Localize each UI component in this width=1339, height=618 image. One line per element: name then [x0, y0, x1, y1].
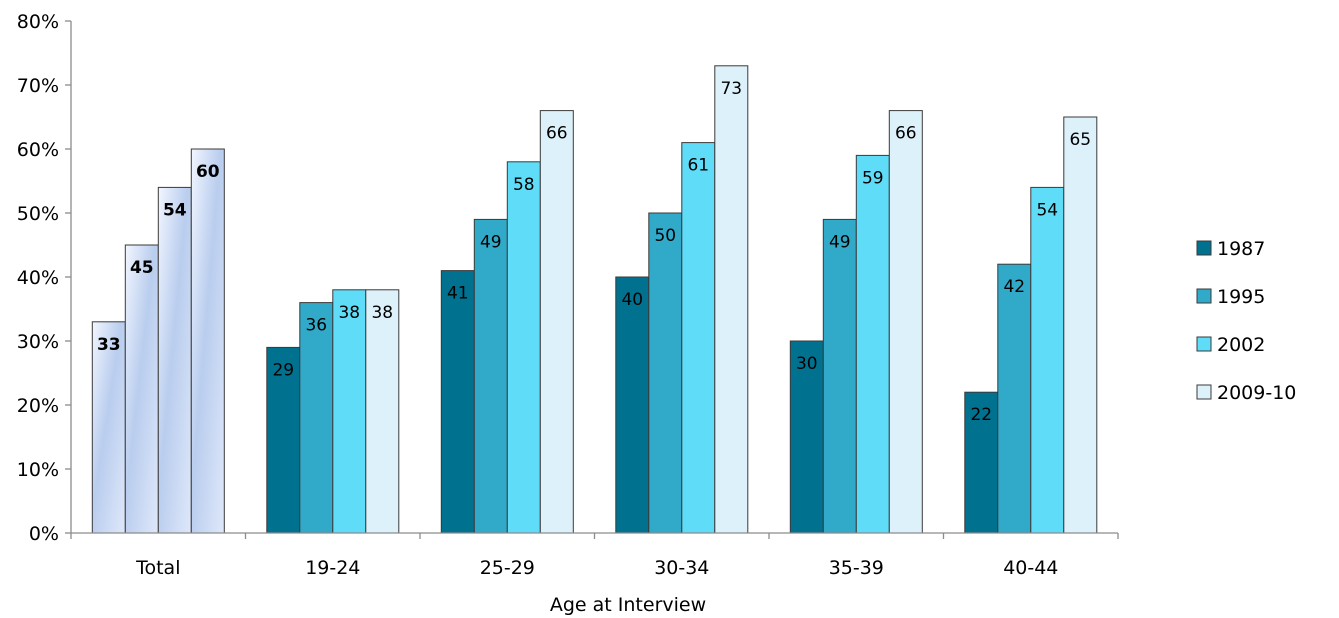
bar-25-29-2009-10: [539, 110, 574, 534]
bar-35-39-2002: [855, 154, 890, 534]
x-tick-label: 19-24: [305, 557, 360, 579]
data-label-30-34-1995: 50: [654, 226, 676, 246]
bar-35-39-1995: [822, 218, 857, 534]
axes: Total 19-24 25-29 30-34 35-39 40-44 0% 10% 20% 30…: [17, 11, 1119, 579]
bar-19-24-2002: [332, 289, 367, 534]
legend: 1987 1995 2002 2009-10: [1196, 238, 1296, 404]
x-tick-label: 40-44: [1003, 557, 1058, 579]
x-tick-label: 25-29: [480, 557, 535, 579]
data-label-40-44-2009-10: 65: [1069, 130, 1091, 150]
bar-30-34-2002: [681, 142, 716, 534]
bar-25-29-1987: [440, 270, 475, 534]
data-label-40-44-2002: 54: [1036, 200, 1058, 220]
bar-40-44-2009-10: [1063, 116, 1098, 534]
bar-Total-1995: [124, 244, 159, 534]
bar-19-24-1995: [299, 302, 334, 534]
data-label-35-39-2009-10: 66: [895, 124, 917, 144]
data-label-19-24-2009-10: 38: [371, 303, 393, 323]
data-label-30-34-2002: 61: [687, 156, 709, 176]
legend-swatch-2002: [1196, 336, 1212, 352]
y-tick-label: 80%: [17, 11, 59, 33]
bar-19-24-2009-10: [365, 289, 400, 534]
legend-label-2002: 2002: [1217, 334, 1265, 356]
y-tick-label: 30%: [17, 331, 59, 353]
y-tick-label: 60%: [17, 139, 59, 161]
bar-25-29-2002: [506, 161, 541, 534]
bar-Total-2002: [157, 186, 192, 534]
data-label-Total-2009-10: 60: [196, 162, 220, 182]
legend-swatch-1995: [1196, 288, 1212, 304]
x-tick-label: 35-39: [829, 557, 884, 579]
bar-Total-2009-10: [190, 148, 225, 534]
data-label-35-39-1987: 30: [796, 354, 818, 374]
data-label-35-39-2002: 59: [862, 168, 884, 188]
data-label-25-29-2009-10: 66: [546, 124, 568, 144]
bars-layer: [91, 65, 1098, 534]
y-tick-label: 0%: [29, 523, 59, 545]
legend-swatch-1987: [1196, 240, 1212, 256]
bar-19-24-1987: [266, 346, 301, 534]
legend-label-1995: 1995: [1217, 286, 1265, 308]
y-tick-label: 70%: [17, 75, 59, 97]
bar-30-34-1987: [615, 276, 650, 534]
legend-swatch-2009-10: [1196, 384, 1212, 400]
data-label-Total-2002: 54: [163, 200, 187, 220]
data-label-Total-1995: 45: [130, 258, 154, 278]
data-label-25-29-2002: 58: [513, 175, 535, 195]
data-label-25-29-1987: 41: [447, 284, 469, 304]
data-labels-layer: 33 45 54 60 29 36 38 38 41 49 58 66 40 50 61 73 30 49 59 66…: [97, 79, 1091, 425]
legend-label-1987: 1987: [1217, 238, 1265, 260]
data-label-40-44-1987: 22: [970, 405, 992, 425]
y-tick-label: 10%: [17, 459, 59, 481]
bar-30-34-1995: [648, 212, 683, 534]
data-label-40-44-1995: 42: [1003, 277, 1025, 297]
data-label-19-24-2002: 38: [338, 303, 360, 323]
bar-35-39-2009-10: [888, 110, 923, 534]
data-label-25-29-1995: 49: [480, 232, 502, 252]
bar-Total-1987: [91, 321, 126, 534]
y-tick-label: 50%: [17, 203, 59, 225]
data-label-30-34-2009-10: 73: [720, 79, 742, 99]
bar-35-39-1987: [789, 340, 824, 534]
data-label-19-24-1987: 29: [272, 360, 294, 380]
x-tick-label: Total: [135, 557, 180, 579]
y-tick-label: 20%: [17, 395, 59, 417]
x-tick-label: 30-34: [654, 557, 709, 579]
legend-label-2009-10: 2009-10: [1217, 382, 1296, 404]
x-axis-title: Age at Interview: [550, 594, 706, 616]
bar-40-44-1995: [997, 263, 1032, 534]
data-label-35-39-1995: 49: [829, 232, 851, 252]
y-tick-label: 40%: [17, 267, 59, 289]
bar-30-34-2009-10: [714, 65, 749, 534]
data-label-Total-1987: 33: [97, 335, 121, 355]
bar-40-44-2002: [1030, 186, 1065, 534]
bar-25-29-1995: [473, 218, 508, 534]
data-label-19-24-1995: 36: [305, 316, 327, 336]
data-label-30-34-1987: 40: [621, 290, 643, 310]
